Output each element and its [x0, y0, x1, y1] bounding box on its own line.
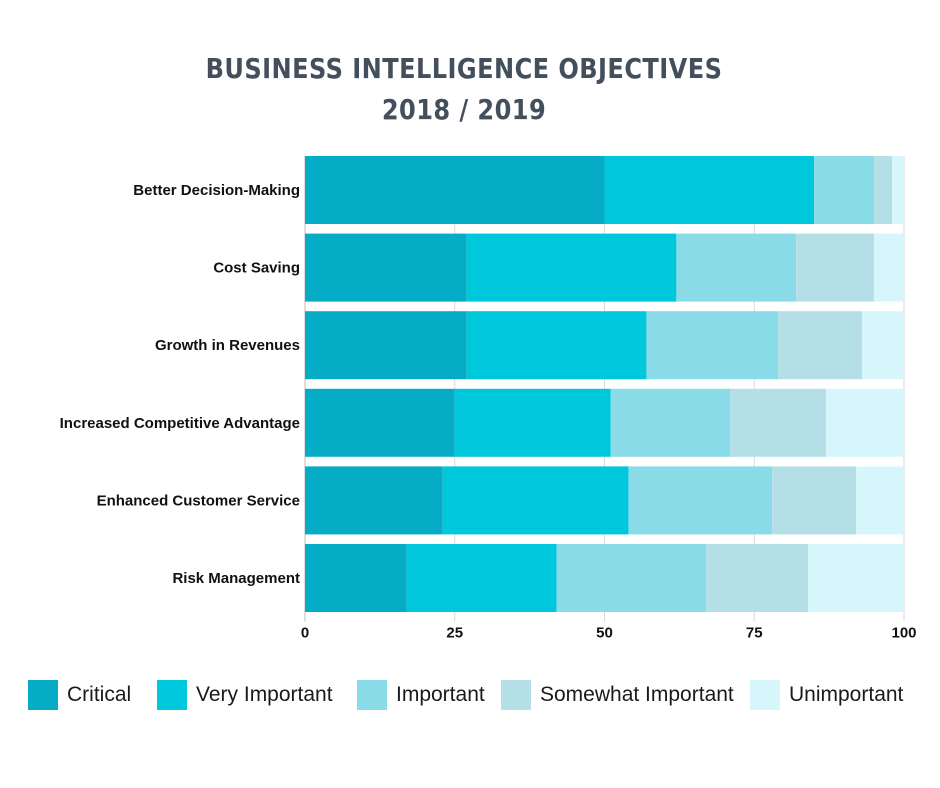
legend-swatch — [28, 680, 58, 710]
chart-title: BUSINESS INTELLIGENCE OBJECTIVES 2018 / … — [65, 48, 863, 130]
bar-segment-important — [814, 156, 875, 224]
bar-segment-important — [646, 311, 779, 380]
chart-title-line-1: BUSINESS INTELLIGENCE OBJECTIVES — [205, 52, 723, 85]
bar-segment-somewhat-important — [706, 544, 809, 612]
chart-title-line-2: 2018 / 2019 — [381, 93, 547, 126]
legend: Critical Very Important Important Somewhat … — [28, 680, 928, 712]
bar-segment-unimportant — [826, 388, 904, 457]
bars — [305, 156, 904, 612]
stacked-bar-chart: Better Decision-Making Cost Saving Growth … — [60, 156, 917, 642]
bar-segment-unimportant — [874, 233, 904, 302]
bar-segment-important — [610, 388, 731, 457]
bar-segment-somewhat-important — [778, 311, 863, 380]
category-label: Cost Saving — [213, 260, 300, 277]
bar-segment-very-important — [604, 156, 815, 224]
bar-segment-critical — [305, 388, 455, 457]
legend-swatch — [357, 680, 387, 710]
legend-label: Critical — [67, 683, 132, 706]
legend-label: Important — [396, 683, 485, 706]
legend-swatch — [157, 680, 187, 710]
bar-segment-somewhat-important — [730, 388, 827, 457]
category-labels: Better Decision-Making Cost Saving Growth … — [60, 182, 300, 587]
bar-segment-critical — [305, 544, 407, 612]
x-tick-label: 25 — [446, 625, 463, 642]
category-label: Enhanced Customer Service — [97, 492, 300, 509]
legend-label: Somewhat Important — [540, 683, 734, 706]
bar-segment-very-important — [406, 544, 557, 612]
bar-segment-important — [628, 466, 773, 535]
bar-segment-very-important — [466, 311, 647, 380]
bar-segment-important — [676, 233, 797, 302]
bar-segment-unimportant — [862, 311, 904, 380]
bar-segment-somewhat-important — [796, 233, 875, 302]
x-tick-label: 75 — [746, 625, 763, 642]
legend-swatch — [750, 680, 780, 710]
x-tick-label: 100 — [891, 625, 916, 642]
bar-segment-unimportant — [856, 466, 904, 535]
bar-segment-unimportant — [808, 544, 904, 612]
bar-segment-somewhat-important — [874, 156, 893, 224]
bar-segment-very-important — [442, 466, 629, 535]
x-tick-label: 50 — [596, 625, 613, 642]
bar-segment-critical — [305, 233, 467, 302]
legend-label: Unimportant — [789, 683, 904, 706]
bar-segment-critical — [305, 156, 605, 224]
bar-segment-unimportant — [892, 156, 904, 224]
bar-segment-very-important — [454, 388, 611, 457]
legend-swatch — [501, 680, 531, 710]
bar-segment-critical — [305, 466, 443, 535]
bar-segment-critical — [305, 311, 467, 380]
x-tick-labels: 0 25 50 75 100 — [301, 625, 917, 642]
category-label: Increased Competitive Advantage — [60, 415, 300, 432]
category-label: Growth in Revenues — [155, 337, 300, 354]
bar-segment-somewhat-important — [772, 466, 857, 535]
x-tick-label: 0 — [301, 625, 309, 642]
category-label: Risk Management — [172, 570, 300, 587]
legend-label: Very Important — [196, 683, 333, 706]
bar-segment-very-important — [466, 233, 677, 302]
category-label: Better Decision-Making — [133, 182, 300, 199]
bar-segment-important — [556, 544, 707, 612]
